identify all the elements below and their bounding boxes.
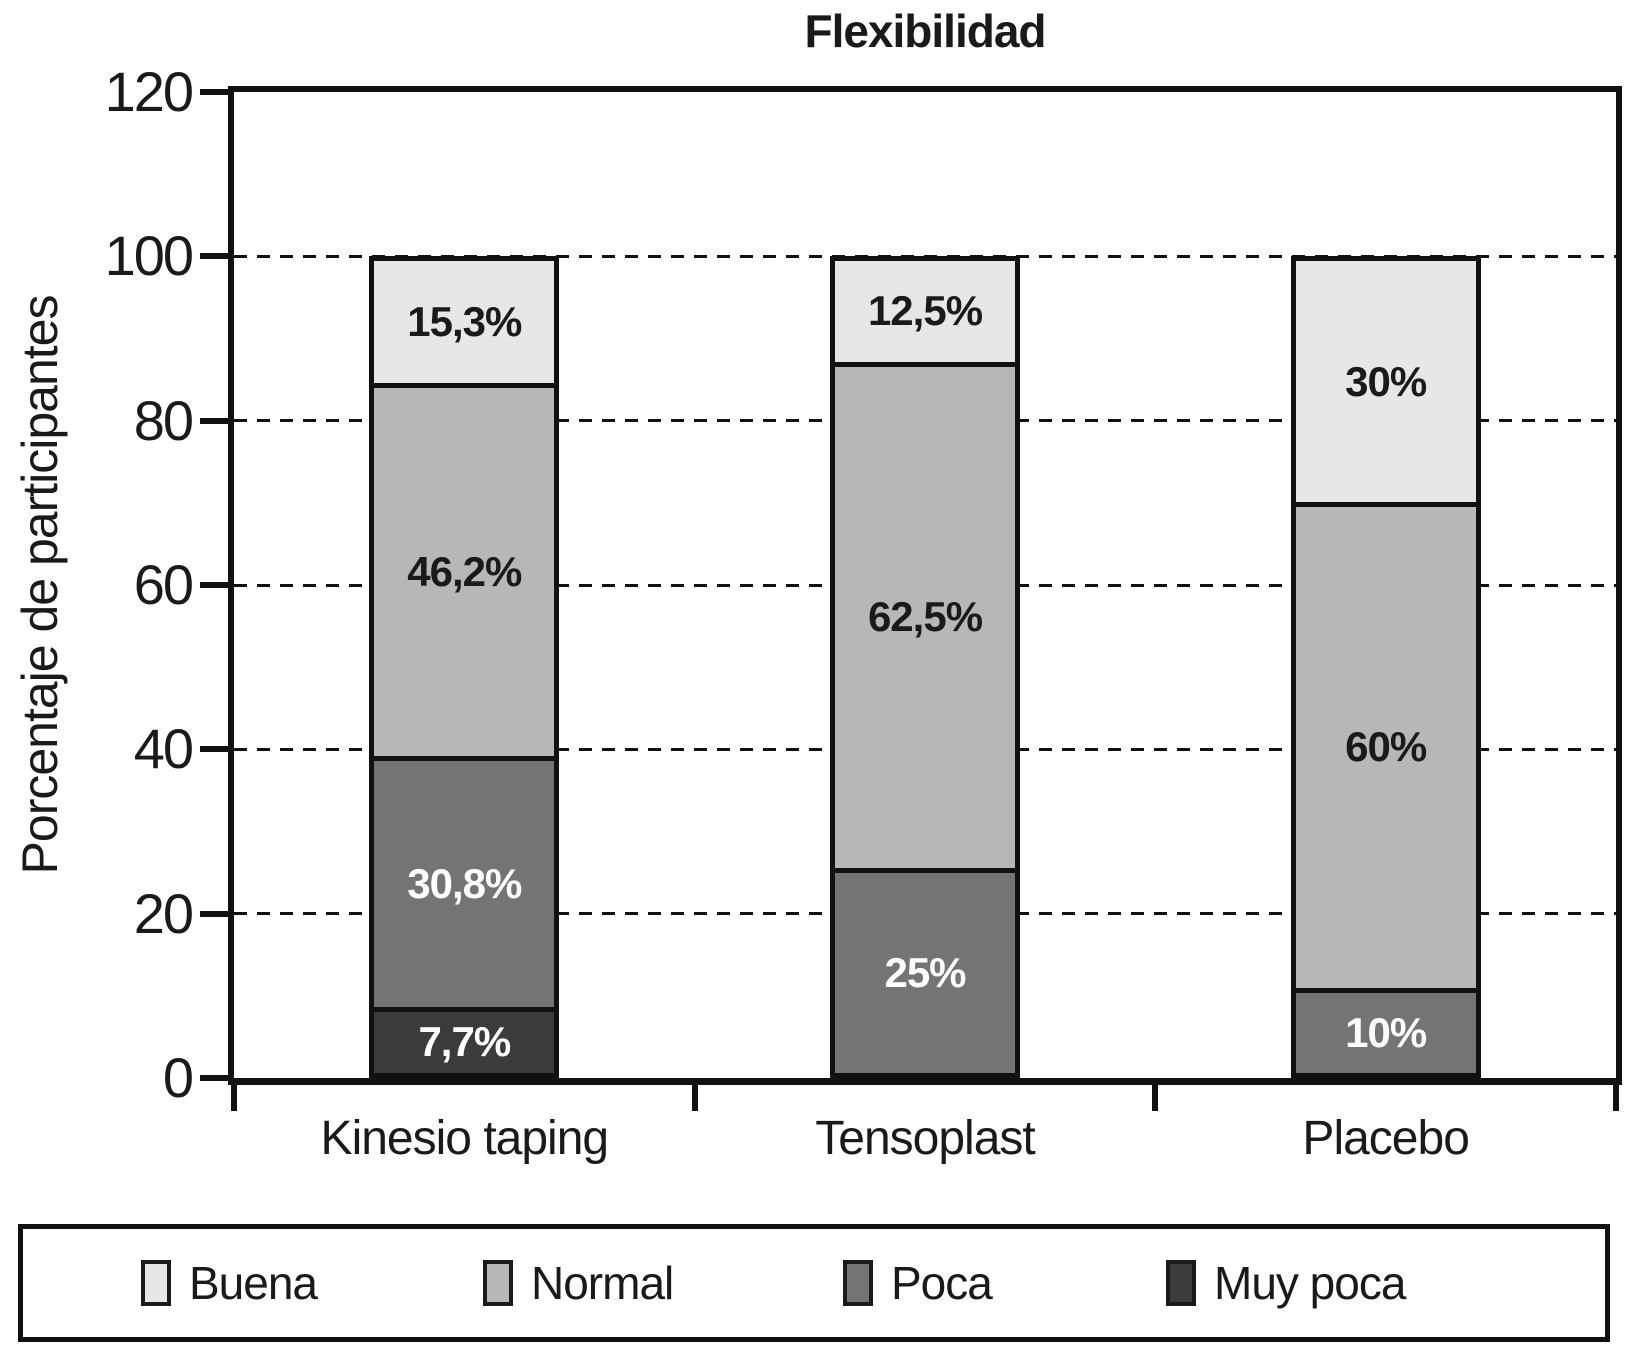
bar-segment: 30,8%	[374, 756, 555, 1007]
y-tick-0	[200, 1075, 228, 1081]
x-category-label: Placebo	[1302, 1112, 1469, 1165]
legend-item-muy-poca: Muy poca	[1166, 1256, 1406, 1310]
bar-tensoplast: 12,5% 62,5% 25%	[830, 256, 1020, 1078]
legend-swatch-icon	[483, 1260, 513, 1306]
x-tick-2	[1152, 1083, 1159, 1111]
bar-segment: 62,5%	[835, 361, 1015, 868]
legend-item-poca: Poca	[843, 1256, 993, 1310]
plot-area: 15,3% 46,2% 30,8% 7,7% 12,5% 62,5% 25% 30% 60% 10…	[228, 86, 1622, 1085]
segment-label: 12,5%	[867, 287, 983, 335]
legend-label: Muy poca	[1214, 1257, 1406, 1309]
y-tick-80	[200, 417, 228, 424]
legend-label: Buena	[189, 1257, 318, 1309]
legend-swatch-icon	[141, 1260, 171, 1306]
bar-segment: 46,2%	[374, 383, 555, 757]
bar-kinesio-taping: 15,3% 46,2% 30,8% 7,7%	[369, 256, 560, 1078]
segment-label: 10%	[1345, 1008, 1427, 1056]
gridline-100	[234, 254, 1616, 258]
segment-label: 46,2%	[407, 548, 522, 596]
y-tick-20	[200, 910, 228, 917]
legend-item-buena: Buena	[141, 1256, 318, 1310]
legend-label: Normal	[531, 1257, 674, 1309]
x-tick-3	[1613, 1083, 1619, 1111]
x-category-label: Tensoplast	[815, 1112, 1035, 1165]
bar-segment: 30%	[1295, 261, 1476, 502]
segment-label: 25%	[884, 948, 966, 996]
x-category-label: Kinesio taping	[320, 1112, 610, 1165]
y-tick-label: 120	[104, 60, 194, 123]
y-tick-100	[200, 253, 228, 260]
legend-item-normal: Normal	[483, 1256, 674, 1310]
legend-swatch-icon	[843, 1260, 873, 1306]
bar-placebo: 30% 60% 10%	[1290, 256, 1481, 1078]
segment-label: 30%	[1345, 357, 1427, 405]
y-tick-label: 0	[162, 1046, 194, 1109]
y-tick-label: 60	[133, 553, 194, 616]
legend-box: Buena Normal Poca Muy poca	[18, 1224, 1610, 1342]
legend-label: Poca	[891, 1257, 993, 1309]
y-tick-label: 20	[133, 881, 194, 945]
bar-segment: 15,3%	[374, 261, 555, 384]
bar-segment: 12,5%	[835, 261, 1015, 362]
y-tick-label: 100	[104, 224, 194, 288]
segment-label: 30,8%	[407, 859, 522, 907]
bar-segment: 25%	[835, 867, 1015, 1073]
bar-segment: 7,7%	[374, 1006, 555, 1074]
y-tick-label: 40	[133, 717, 194, 781]
bar-segment: 10%	[1295, 987, 1476, 1074]
segment-label: 7,7%	[418, 1018, 511, 1066]
x-tick-1	[691, 1083, 698, 1111]
y-tick-label: 80	[133, 388, 194, 452]
y-tick-120	[200, 89, 228, 95]
x-tick-0	[231, 1083, 237, 1111]
segment-label: 15,3%	[407, 298, 522, 346]
y-tick-60	[200, 582, 228, 588]
chart-title: Flexibilidad	[804, 5, 1046, 57]
segment-label: 62,5%	[867, 593, 983, 641]
legend-swatch-icon	[1166, 1260, 1196, 1306]
segment-label: 60%	[1345, 723, 1427, 771]
y-tick-40	[200, 746, 228, 753]
bar-segment: 60%	[1295, 501, 1476, 988]
